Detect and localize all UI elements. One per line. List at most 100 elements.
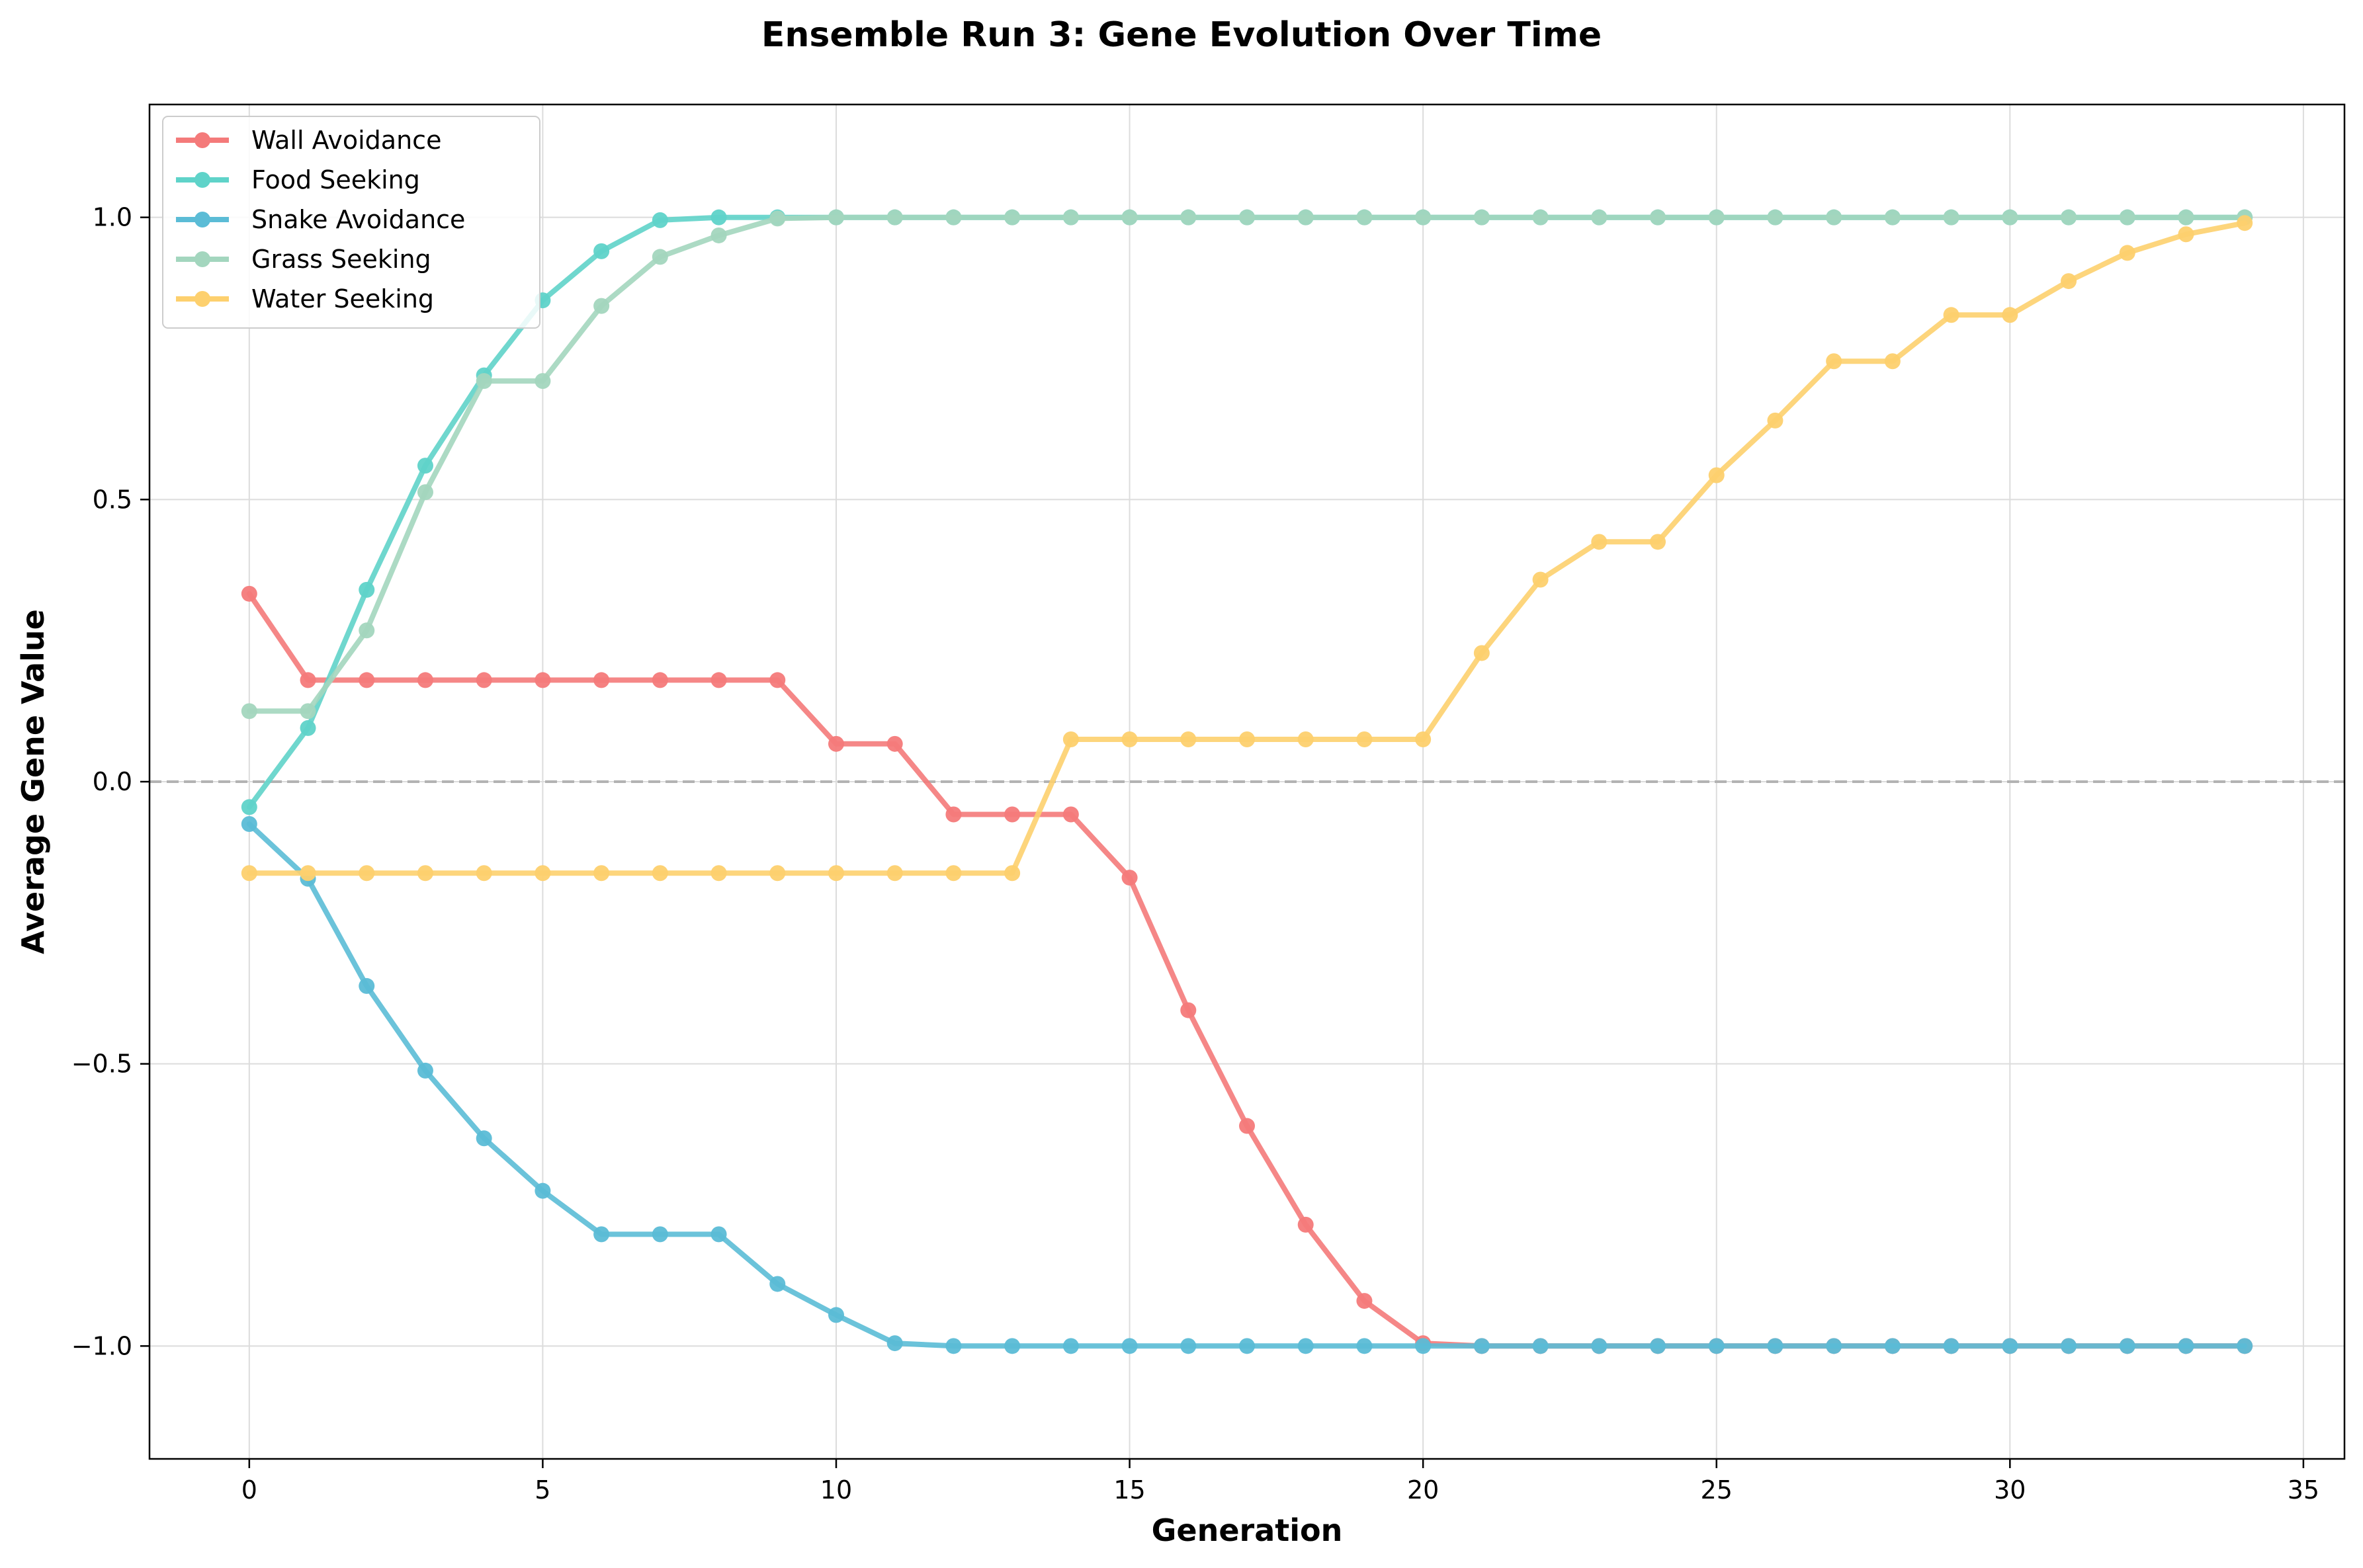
legend-label: Grass Seeking: [251, 245, 431, 274]
data-point: [1415, 731, 1432, 747]
x-axis-title: Generation: [1152, 1512, 1343, 1548]
data-point: [710, 227, 727, 243]
legend-item: Grass Seeking: [176, 245, 431, 274]
data-point: [535, 672, 551, 688]
axis-ticks: 0 5 10 15 20 25 30 35 −1.0 −0.5 0.0 0.5 1.0: [71, 203, 2319, 1505]
data-point: [1297, 209, 1314, 226]
x-tick-label: 20: [1407, 1475, 1439, 1505]
data-point: [1767, 209, 1783, 226]
data-point: [2237, 215, 2253, 231]
data-point: [2002, 307, 2018, 323]
data-point: [2002, 209, 2018, 226]
data-point: [1532, 571, 1549, 588]
data-point: [769, 865, 786, 882]
data-point: [1708, 1338, 1725, 1354]
data-point: [1062, 806, 1079, 823]
data-point: [1708, 467, 1725, 483]
data-point: [476, 1130, 492, 1147]
data-point: [359, 977, 375, 994]
y-tick-label: −0.5: [71, 1050, 132, 1079]
legend-label: Food Seeking: [251, 165, 420, 194]
data-point: [1356, 731, 1373, 747]
data-point: [2119, 1338, 2135, 1354]
series-lines: [241, 209, 2253, 1354]
y-tick-label: 1.0: [93, 203, 132, 232]
data-point: [1884, 1338, 1901, 1354]
legend-marker: [194, 212, 210, 227]
data-point: [2061, 209, 2077, 226]
data-point: [1356, 209, 1373, 226]
data-point: [1180, 1338, 1197, 1354]
y-axis-title: Average Gene Value: [15, 609, 51, 954]
data-point: [1239, 731, 1255, 747]
data-point: [1650, 1338, 1666, 1354]
data-point: [1121, 870, 1138, 886]
data-point: [1650, 534, 1666, 550]
chart-title: Ensemble Run 3: Gene Evolution Over Time: [761, 15, 1602, 55]
data-point: [1650, 209, 1666, 226]
data-point: [1826, 209, 1842, 226]
data-point: [2178, 226, 2194, 243]
data-point: [593, 243, 610, 259]
data-point: [1415, 1338, 1432, 1354]
data-point: [1943, 1338, 1959, 1354]
data-point: [1121, 731, 1138, 747]
data-point: [710, 209, 727, 226]
data-point: [1532, 1338, 1549, 1354]
data-point: [886, 735, 903, 752]
data-point: [417, 1062, 433, 1079]
legend-label: Wall Avoidance: [251, 126, 441, 155]
legend-item: Food Seeking: [176, 165, 420, 194]
data-point: [1062, 731, 1079, 747]
data-point: [1532, 209, 1549, 226]
x-tick-label: 30: [1994, 1475, 2026, 1505]
legend-marker: [194, 132, 210, 148]
series-water-seeking: [241, 215, 2253, 882]
data-point: [1473, 209, 1490, 226]
data-point: [886, 865, 903, 882]
data-point: [1297, 731, 1314, 747]
data-point: [1180, 1002, 1197, 1018]
data-point: [1062, 209, 1079, 226]
data-point: [1708, 209, 1725, 226]
data-point: [2178, 1338, 2194, 1354]
data-point: [1297, 1216, 1314, 1233]
data-point: [359, 581, 375, 598]
data-point: [241, 585, 257, 602]
y-tick-label: −1.0: [71, 1331, 132, 1360]
legend-label: Snake Avoidance: [251, 205, 465, 234]
data-point: [1004, 209, 1021, 226]
data-point: [535, 1182, 551, 1199]
data-point: [710, 1226, 727, 1243]
data-point: [710, 672, 727, 688]
data-point: [593, 1226, 610, 1243]
data-point: [417, 865, 433, 882]
data-point: [1473, 1338, 1490, 1354]
data-point: [1180, 731, 1197, 747]
data-point: [945, 209, 962, 226]
data-point: [2061, 1338, 2077, 1354]
data-point: [1943, 209, 1959, 226]
data-point: [1884, 209, 1901, 226]
data-point: [1943, 307, 1959, 323]
series-grass-seeking: [241, 209, 2253, 720]
legend-box: [162, 116, 540, 329]
data-point: [535, 373, 551, 390]
legend-marker: [194, 251, 210, 267]
data-point: [1591, 1338, 1608, 1354]
data-point: [1180, 209, 1197, 226]
data-point: [1884, 353, 1901, 370]
data-point: [417, 484, 433, 501]
data-point: [535, 865, 551, 882]
x-tick-label: 0: [241, 1475, 257, 1505]
data-point: [417, 672, 433, 688]
data-point: [359, 672, 375, 688]
data-point: [652, 212, 668, 228]
data-point: [886, 1335, 903, 1352]
data-point: [241, 865, 257, 882]
data-point: [1239, 1118, 1255, 1134]
data-point: [710, 865, 727, 882]
data-point: [652, 1226, 668, 1243]
legend-item: Snake Avoidance: [176, 205, 465, 234]
data-point: [593, 865, 610, 882]
